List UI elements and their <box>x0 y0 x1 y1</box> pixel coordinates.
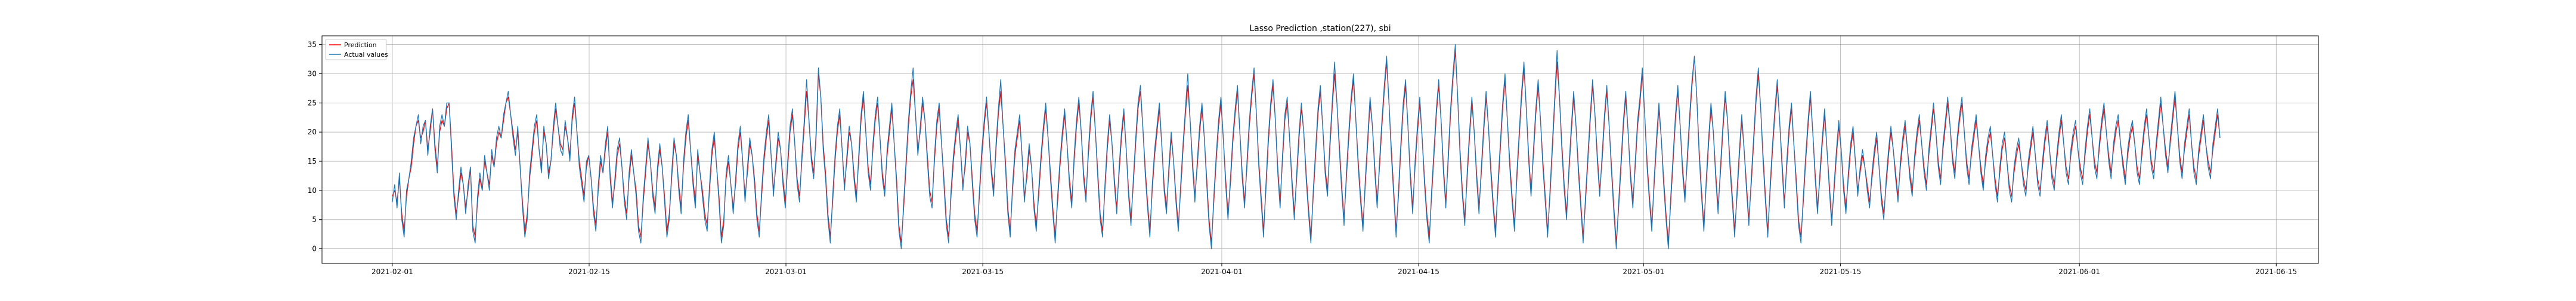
y-tick-label: 10 <box>308 186 317 195</box>
y-tick-label: 35 <box>308 41 317 49</box>
x-tick-label: 2021-03-15 <box>962 268 1004 276</box>
x-tick-label: 2021-02-01 <box>371 268 413 276</box>
x-tick-label: 2021-03-01 <box>765 268 807 276</box>
actual-values-line <box>392 44 2221 250</box>
x-tick-label: 2021-04-15 <box>1398 268 1439 276</box>
x-tick-label: 2021-06-01 <box>2058 268 2100 276</box>
x-tick-label: 2021-02-15 <box>568 268 610 276</box>
axes: 2021-02-01 2021-02-15 2021-03-01 2021-03-15… <box>308 41 2297 276</box>
legend-label-actual: Actual values <box>344 51 388 59</box>
legend-label-prediction: Prediction <box>344 41 377 49</box>
plot-area-background <box>322 36 2318 263</box>
y-tick-label: 30 <box>308 70 317 78</box>
y-tick-label: 15 <box>308 157 317 165</box>
x-tick-label: 2021-06-15 <box>2255 268 2297 276</box>
y-tick-label: 20 <box>308 128 317 136</box>
x-tick-label: 2021-05-15 <box>1819 268 1861 276</box>
legend: Prediction Actual values <box>325 39 388 60</box>
y-tick-label: 5 <box>312 216 317 224</box>
y-tick-label: 25 <box>308 99 317 107</box>
chart-title: Lasso Prediction ,station(227), sbi <box>1249 24 1391 33</box>
y-tick-label: 0 <box>312 245 317 253</box>
plot-frame <box>321 35 2319 264</box>
x-tick-label: 2021-05-01 <box>1623 268 1664 276</box>
series-group <box>392 44 2221 250</box>
x-tick-label: 2021-04-01 <box>1201 268 1243 276</box>
